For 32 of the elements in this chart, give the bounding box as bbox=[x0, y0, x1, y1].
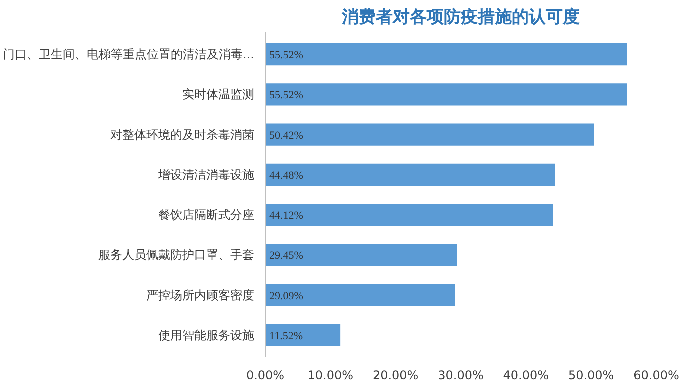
x-tick-label: 50.00% bbox=[568, 368, 614, 382]
bar bbox=[266, 164, 556, 186]
x-tick-label: 10.00% bbox=[308, 368, 354, 382]
data-label: 29.45% bbox=[270, 250, 304, 262]
x-tick-label: 60.00% bbox=[634, 368, 680, 382]
data-label: 29.09% bbox=[270, 290, 304, 302]
bar bbox=[266, 204, 554, 226]
y-tick-label: 严控场所内顾客密度 bbox=[146, 288, 254, 302]
data-label: 55.52% bbox=[270, 90, 304, 102]
y-tick-label: 服务人员佩戴防护口罩、手套 bbox=[98, 248, 254, 262]
y-tick-label: 门口、卫生间、电梯等重点位置的清洁及消毒... bbox=[3, 48, 255, 62]
x-tick-label: 0.00% bbox=[246, 368, 285, 382]
y-tick-label: 实时体温监测 bbox=[182, 88, 254, 102]
bar bbox=[266, 124, 594, 146]
bar bbox=[266, 44, 628, 66]
data-label: 55.52% bbox=[270, 50, 304, 62]
chart-title: 消费者对各项防疫措施的认可度 bbox=[341, 8, 580, 28]
x-tick-label: 20.00% bbox=[372, 368, 419, 382]
data-label: 44.48% bbox=[270, 170, 304, 182]
y-tick-label: 使用智能服务设施 bbox=[158, 328, 254, 342]
bar bbox=[266, 244, 458, 266]
x-tick-label: 40.00% bbox=[503, 368, 550, 382]
x-tick-label: 30.00% bbox=[438, 368, 484, 382]
bar bbox=[266, 84, 628, 106]
data-label: 44.12% bbox=[270, 210, 304, 222]
y-tick-label: 对整体环境的及时杀毒消菌 bbox=[110, 128, 254, 142]
data-label: 50.42% bbox=[270, 130, 304, 142]
y-tick-label: 餐饮店隔断式分座 bbox=[158, 208, 254, 222]
data-label: 11.52% bbox=[270, 330, 304, 342]
y-tick-label: 增设清洁消毒设施 bbox=[158, 168, 254, 182]
bar bbox=[266, 284, 456, 306]
bar bbox=[266, 324, 341, 346]
